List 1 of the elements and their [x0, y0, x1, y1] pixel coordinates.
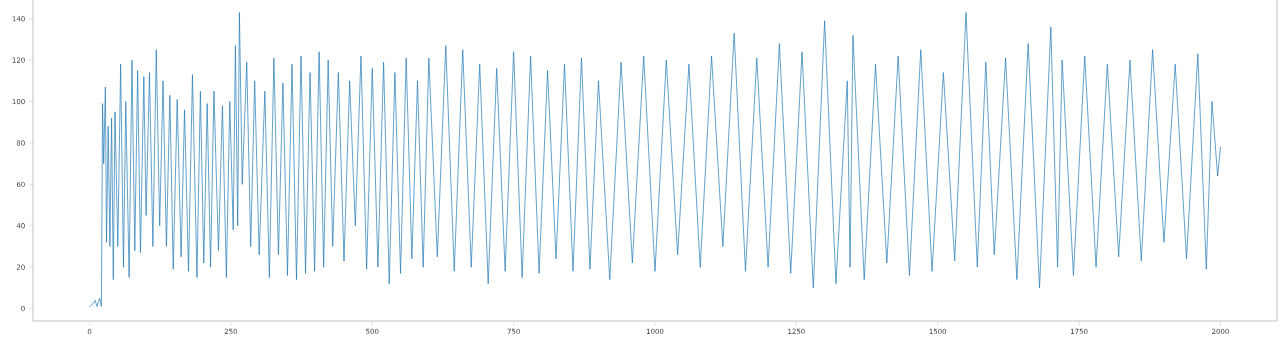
- line-series: [89, 12, 1221, 307]
